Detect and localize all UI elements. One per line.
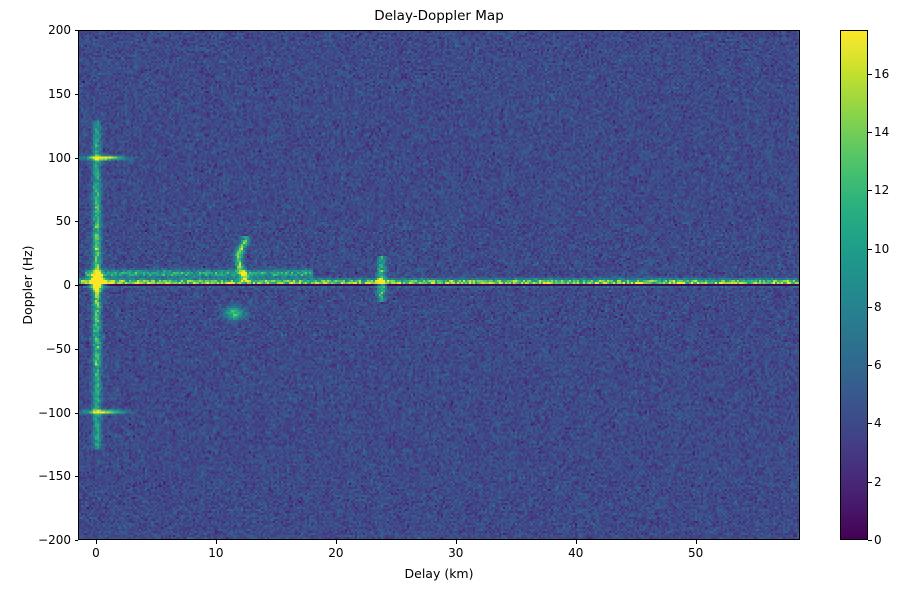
x-axis-tick-label: 0 bbox=[92, 546, 100, 560]
y-axis-tick-mark bbox=[74, 285, 78, 286]
y-axis-tick-label: 0 bbox=[63, 278, 71, 292]
x-axis-tick-mark bbox=[455, 540, 457, 544]
y-axis-tick-mark bbox=[74, 157, 78, 159]
colorbar-tick-label: 4 bbox=[874, 416, 882, 431]
y-axis-tick-mark bbox=[74, 93, 78, 95]
y-axis-tick-mark bbox=[74, 348, 78, 350]
colorbar-tick-mark bbox=[868, 481, 872, 483]
colorbar-tick-mark bbox=[868, 248, 872, 250]
colorbar-tick-mark bbox=[868, 306, 872, 308]
y-axis-tick-label: −150 bbox=[38, 469, 71, 484]
colorbar-tick-mark bbox=[868, 132, 872, 133]
y-axis-tick-mark bbox=[74, 540, 78, 541]
colorbar-tick-label: 10 bbox=[874, 241, 890, 256]
colorbar-tick-label: 6 bbox=[874, 358, 882, 373]
y-axis-tick-mark bbox=[74, 221, 78, 223]
y-axis-tick-label: −50 bbox=[45, 341, 71, 356]
colorbar-gradient bbox=[841, 31, 867, 539]
x-axis-tick-mark bbox=[95, 540, 97, 544]
colorbar-tick-mark bbox=[868, 190, 872, 192]
y-axis-label: Doppler (Hz) bbox=[20, 245, 35, 325]
page-title: Delay-Doppler Map bbox=[374, 8, 504, 24]
y-axis-tick-label: 100 bbox=[48, 150, 71, 165]
x-axis-tick-label: 40 bbox=[568, 546, 584, 560]
colorbar-tick-mark bbox=[868, 73, 872, 75]
y-axis-tick-label: 50 bbox=[55, 214, 71, 229]
x-axis-tick-mark bbox=[575, 540, 577, 544]
colorbar-tick-mark bbox=[868, 423, 872, 425]
y-axis-tick-mark bbox=[74, 30, 78, 31]
y-axis-tick-mark bbox=[74, 412, 78, 414]
x-axis-tick-mark bbox=[335, 540, 337, 544]
x-axis-tick-label: 30 bbox=[448, 546, 464, 560]
y-axis-tick-label: −100 bbox=[38, 405, 71, 420]
x-axis-tick-label: 50 bbox=[688, 546, 704, 560]
x-axis-tick-mark bbox=[695, 540, 697, 544]
x-axis-tick-label: 20 bbox=[328, 546, 344, 560]
colorbar-tick-label: 14 bbox=[874, 125, 890, 139]
colorbar-tick-label: 2 bbox=[874, 474, 882, 489]
y-axis-tick-label: 200 bbox=[48, 23, 71, 37]
colorbar-tick-label: 0 bbox=[874, 533, 882, 547]
x-axis-tick-mark bbox=[215, 540, 217, 544]
colorbar-tick-mark bbox=[868, 365, 872, 367]
colorbar-tick-label: 16 bbox=[874, 66, 890, 81]
x-axis-label: Delay (km) bbox=[404, 566, 474, 581]
delay-doppler-heatmap-axes[interactable] bbox=[78, 30, 800, 540]
y-axis-tick-label: −200 bbox=[38, 533, 71, 547]
colorbar[interactable] bbox=[840, 30, 868, 540]
x-axis-tick-label: 10 bbox=[208, 546, 224, 560]
colorbar-tick-label: 8 bbox=[874, 299, 882, 314]
heatmap-image bbox=[79, 31, 799, 539]
colorbar-tick-label: 12 bbox=[874, 183, 890, 198]
y-axis-tick-label: 150 bbox=[48, 86, 71, 101]
colorbar-tick-mark bbox=[868, 540, 872, 541]
y-axis-tick-mark bbox=[74, 476, 78, 478]
